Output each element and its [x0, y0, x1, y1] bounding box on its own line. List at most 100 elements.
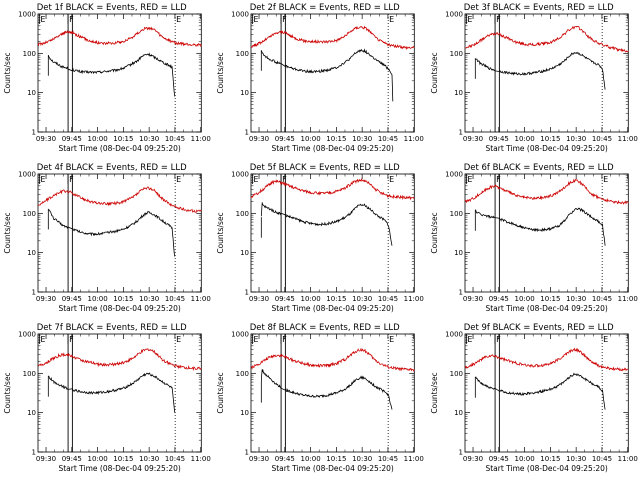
y-tick-label: 100 — [23, 370, 36, 378]
mode-marker-label: E — [40, 175, 45, 184]
x-axis-label: Start Time (08-Dec-04 09:25:20) — [58, 144, 180, 153]
mode-marker-label: E — [467, 175, 472, 184]
series-lld — [464, 25, 629, 53]
x-tick-label: 11:00 — [617, 295, 637, 303]
y-tick-label: 100 — [449, 370, 462, 378]
mode-marker-label: F — [496, 335, 501, 344]
y-tick-label: 10 — [454, 249, 463, 257]
x-axis-label: Start Time (08-Dec-04 09:25:20) — [272, 144, 394, 153]
chart-title: Det 7f BLACK = Events, RED = LLD — [37, 323, 187, 333]
x-tick-label: 10:15 — [540, 135, 560, 143]
mode-marker-label: E — [40, 15, 45, 24]
detector-panel-6: Det 6f BLACK = Events, RED = LLD 1 10 100 10… — [430, 163, 638, 313]
chart-title: Det 9f BLACK = Events, RED = LLD — [463, 323, 613, 333]
y-tick-label: 1000 — [231, 171, 249, 179]
x-tick-label: 10:30 — [566, 295, 586, 303]
y-tick-label: 100 — [449, 50, 462, 58]
mode-marker-label: E — [176, 15, 181, 24]
plot-frame — [464, 173, 629, 293]
mode-marker-label: E — [389, 175, 394, 184]
series-lld — [250, 177, 415, 201]
series-lld — [37, 348, 202, 372]
x-tick-label: 10:30 — [139, 455, 159, 463]
x-tick-label: 10:30 — [139, 135, 159, 143]
mode-marker-label: E — [254, 175, 259, 184]
series-events — [261, 369, 393, 410]
mode-marker-label: F — [496, 15, 501, 24]
series-events — [261, 202, 393, 246]
series-lld — [464, 347, 629, 372]
x-axis-label: Start Time (08-Dec-04 09:25:20) — [485, 464, 607, 473]
x-tick-label: 11:00 — [191, 455, 211, 463]
detector-panel-2: Det 2f BLACK = Events, RED = LLD 1 10 100 10… — [216, 3, 424, 153]
y-tick-label: 10 — [454, 409, 463, 417]
x-tick-label: 09:45 — [275, 135, 295, 143]
x-tick-label: 09:30 — [463, 455, 483, 463]
detector-panel-1: Det 1f BLACK = Events, RED = LLD 1 10 100 10… — [3, 3, 211, 153]
y-axis-label: Counts/sec — [3, 52, 12, 93]
y-tick-label: 1000 — [231, 331, 249, 339]
detector-panel-3: Det 3f BLACK = Events, RED = LLD 1 10 100 10… — [430, 3, 638, 153]
y-tick-label: 100 — [236, 210, 249, 218]
x-tick-label: 11:00 — [617, 455, 637, 463]
series-events — [474, 207, 606, 246]
y-tick-label: 1000 — [18, 11, 36, 19]
y-tick-label: 1 — [32, 289, 36, 297]
plot-frame — [37, 13, 202, 133]
x-tick-label: 11:00 — [191, 295, 211, 303]
mode-marker-label: E — [40, 335, 45, 344]
x-tick-label: 10:30 — [566, 455, 586, 463]
chart-title: Det 6f BLACK = Events, RED = LLD — [463, 163, 613, 173]
y-tick-label: 100 — [23, 210, 36, 218]
mode-marker-label: F — [496, 175, 501, 184]
chart-title: Det 5f BLACK = Events, RED = LLD — [250, 163, 400, 173]
y-tick-label: 10 — [454, 89, 463, 97]
x-tick-label: 09:45 — [275, 455, 295, 463]
y-axis-label: Counts/sec — [3, 212, 12, 253]
x-tick-label: 10:45 — [165, 135, 185, 143]
x-tick-label: 09:45 — [488, 455, 508, 463]
y-tick-label: 1000 — [231, 11, 249, 19]
mode-marker-label: E — [254, 335, 259, 344]
series-events — [48, 209, 176, 257]
x-tick-label: 10:00 — [514, 135, 534, 143]
y-tick-label: 10 — [27, 89, 36, 97]
chart-title: Det 2f BLACK = Events, RED = LLD — [250, 3, 400, 13]
x-tick-label: 10:00 — [301, 295, 321, 303]
mode-marker-label: F — [282, 15, 287, 24]
x-tick-label: 09:45 — [62, 455, 82, 463]
x-tick-label: 10:15 — [327, 455, 347, 463]
mode-marker-label: E — [603, 15, 608, 24]
x-tick-label: 09:30 — [249, 455, 269, 463]
detector-panel-7: Det 7f BLACK = Events, RED = LLD 1 10 100 10… — [3, 323, 211, 473]
y-tick-label: 1000 — [18, 171, 36, 179]
y-tick-label: 1 — [458, 449, 462, 457]
series-events — [474, 51, 606, 90]
x-tick-label: 11:00 — [191, 135, 211, 143]
y-tick-label: 10 — [240, 409, 249, 417]
mode-marker-label: E — [254, 15, 259, 24]
x-tick-label: 10:15 — [113, 455, 133, 463]
x-tick-label: 10:00 — [87, 135, 107, 143]
detector-panel-8: Det 8f BLACK = Events, RED = LLD 1 10 100 10… — [216, 323, 424, 473]
x-tick-label: 10:30 — [352, 455, 372, 463]
x-tick-label: 09:30 — [36, 135, 56, 143]
mode-marker-label: E — [389, 15, 394, 24]
y-tick-label: 100 — [236, 370, 249, 378]
x-tick-label: 11:00 — [404, 455, 424, 463]
y-axis-label: Counts/sec — [430, 212, 439, 253]
y-tick-label: 1 — [245, 129, 249, 137]
y-tick-label: 10 — [27, 409, 36, 417]
chart-title: Det 3f BLACK = Events, RED = LLD — [463, 3, 613, 13]
mode-marker-label: E — [603, 335, 608, 344]
y-axis-label: Counts/sec — [430, 372, 439, 413]
x-tick-label: 10:30 — [352, 135, 372, 143]
x-tick-label: 09:45 — [275, 295, 295, 303]
x-tick-label: 09:45 — [488, 295, 508, 303]
x-tick-label: 10:45 — [165, 295, 185, 303]
x-tick-label: 09:30 — [463, 135, 483, 143]
x-tick-label: 10:15 — [540, 295, 560, 303]
x-tick-label: 09:45 — [488, 135, 508, 143]
x-tick-label: 10:15 — [113, 295, 133, 303]
x-tick-label: 10:45 — [591, 295, 611, 303]
